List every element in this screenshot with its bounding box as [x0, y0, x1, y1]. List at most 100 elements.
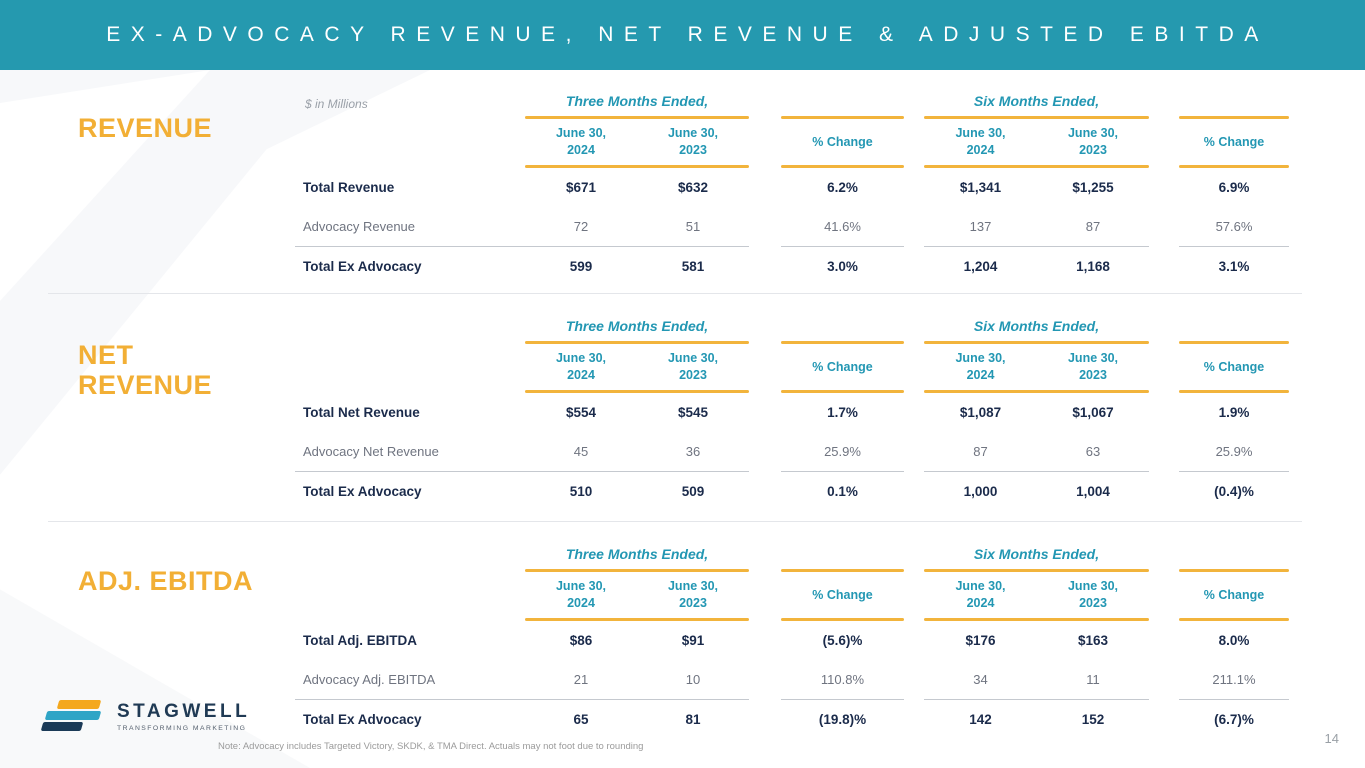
data-cell: 8.0%	[1218, 633, 1250, 648]
col-header-june-2023: June 30, 2023	[1037, 125, 1149, 159]
data-cell: 51	[685, 219, 701, 234]
section-label-revenue: REVENUE	[78, 113, 213, 143]
data-cell: 3.1%	[1218, 259, 1250, 274]
separator-rule	[1179, 246, 1289, 247]
adj-ebitda-table: Three Months Ended, Six Months Ended, Ju…	[295, 543, 1289, 739]
data-cell: 1,004	[1076, 484, 1110, 499]
section-label-adj-ebitda: ADJ. EBITDA	[78, 566, 254, 596]
section-divider	[48, 293, 1302, 294]
col-header-label: June 30, 2024	[955, 126, 1006, 157]
yellow-rule	[924, 618, 1149, 621]
col-header-label: % Change	[1203, 587, 1265, 602]
data-cell: (19.8)%	[818, 712, 867, 727]
data-cell: 510	[569, 484, 593, 499]
row-label: Total Ex Advocacy	[303, 484, 422, 499]
col-header-label: % Change	[812, 359, 873, 374]
data-cell: 36	[685, 444, 701, 459]
yellow-rule	[1179, 390, 1289, 393]
logo-bar-yellow	[56, 700, 102, 709]
data-cell: $1,255	[1072, 180, 1114, 195]
col-header-june-2024: June 30, 2024	[525, 350, 637, 384]
yellow-rule	[781, 116, 904, 119]
data-cell: 599	[569, 259, 593, 274]
data-cell: $1,087	[959, 405, 1002, 420]
col-header-june-2023: June 30, 2023	[637, 350, 749, 384]
yellow-rule	[1179, 165, 1289, 168]
stagwell-logo-icon	[40, 700, 108, 732]
group-header-six-months: Six Months Ended,	[973, 318, 1100, 334]
col-header-june-2024: June 30, 2024	[924, 125, 1037, 159]
row-label: Total Ex Advocacy	[303, 259, 422, 274]
row-label: Total Ex Advocacy	[303, 712, 422, 727]
data-cell: 10	[685, 672, 701, 687]
col-header-label: June 30, 2023	[667, 579, 719, 610]
table-row: Total Ex Advocacy 510 509 0.1% 1,000 1,0…	[295, 472, 1289, 511]
col-header-label: June 30, 2024	[955, 351, 1006, 382]
yellow-rule	[781, 390, 904, 393]
table-row: Total Revenue $671 $632 6.2% $1,341 $1,2…	[295, 168, 1289, 207]
table-row: Advocacy Net Revenue 45 36 25.9% 87 63 2…	[295, 432, 1289, 471]
data-cell: $91	[681, 633, 705, 648]
separator-rule	[1179, 471, 1289, 472]
data-cell: 3.0%	[827, 259, 858, 274]
yellow-rule	[525, 618, 749, 621]
col-header-june-2023: June 30, 2023	[1037, 350, 1149, 384]
col-header-pct-change: % Change	[1179, 359, 1289, 376]
yellow-rule	[781, 569, 904, 572]
stagwell-logo: STAGWELL TRANSFORMING MARKETING	[40, 700, 250, 732]
section-label-net-revenue: NET REVENUE	[78, 340, 213, 400]
row-label: Total Net Revenue	[303, 405, 420, 420]
yellow-rule	[781, 341, 904, 344]
yellow-rule	[525, 165, 749, 168]
group-header-six-months: Six Months Ended,	[973, 93, 1100, 109]
data-cell: $163	[1077, 633, 1109, 648]
data-cell: $554	[565, 405, 597, 420]
separator-rule	[781, 471, 904, 472]
logo-text: STAGWELL TRANSFORMING MARKETING	[117, 701, 250, 732]
table-row: Total Ex Advocacy 599 581 3.0% 1,204 1,1…	[295, 247, 1289, 286]
data-cell: 34	[973, 672, 988, 687]
col-header-june-2024: June 30, 2024	[525, 125, 637, 159]
col-header-label: June 30, 2023	[667, 126, 719, 157]
row-label: Total Revenue	[303, 180, 395, 195]
slide-title: EX-ADVOCACY REVENUE, NET REVENUE & ADJUS…	[106, 23, 1269, 46]
col-header-label: June 30, 2023	[1067, 126, 1119, 157]
group-header-three-months: Three Months Ended,	[565, 318, 709, 334]
separator-rule	[781, 699, 904, 700]
data-cell: 6.9%	[1218, 180, 1250, 195]
col-header-label: June 30, 2024	[555, 579, 607, 610]
group-header-six-months: Six Months Ended,	[973, 546, 1100, 562]
col-header-june-2023: June 30, 2023	[637, 125, 749, 159]
data-cell: $1,067	[1072, 405, 1114, 420]
data-cell: 25.9%	[1215, 444, 1253, 459]
data-cell: 581	[681, 259, 705, 274]
col-header-june-2023: June 30, 2023	[637, 578, 749, 612]
data-cell: 72	[573, 219, 589, 234]
col-header-label: June 30, 2023	[1067, 579, 1119, 610]
yellow-rule	[525, 341, 749, 344]
yellow-rule	[525, 116, 749, 119]
yellow-rule	[1179, 116, 1289, 119]
row-label: Advocacy Revenue	[303, 219, 416, 234]
separator-rule	[924, 699, 1149, 700]
separator-rule	[924, 471, 1149, 472]
units-note: $ in Millions	[305, 97, 368, 111]
col-header-label: % Change	[1203, 134, 1265, 149]
data-cell: 1,204	[963, 259, 998, 274]
logo-tagline: TRANSFORMING MARKETING	[117, 724, 247, 732]
data-cell: 65	[573, 712, 589, 727]
data-cell: 87	[973, 444, 988, 459]
data-cell: (0.4)%	[1214, 484, 1254, 499]
yellow-rule	[781, 618, 904, 621]
data-cell: 1.7%	[827, 405, 858, 420]
data-cell: 1,000	[963, 484, 998, 499]
separator-rule	[295, 471, 749, 472]
data-cell: 110.8%	[820, 672, 865, 687]
col-header-june-2024: June 30, 2024	[525, 578, 637, 612]
section-divider	[48, 521, 1302, 522]
data-cell: 0.1%	[827, 484, 858, 499]
data-cell: 137	[969, 219, 992, 234]
row-label: Total Adj. EBITDA	[303, 633, 417, 648]
data-cell: 87	[1085, 219, 1101, 234]
